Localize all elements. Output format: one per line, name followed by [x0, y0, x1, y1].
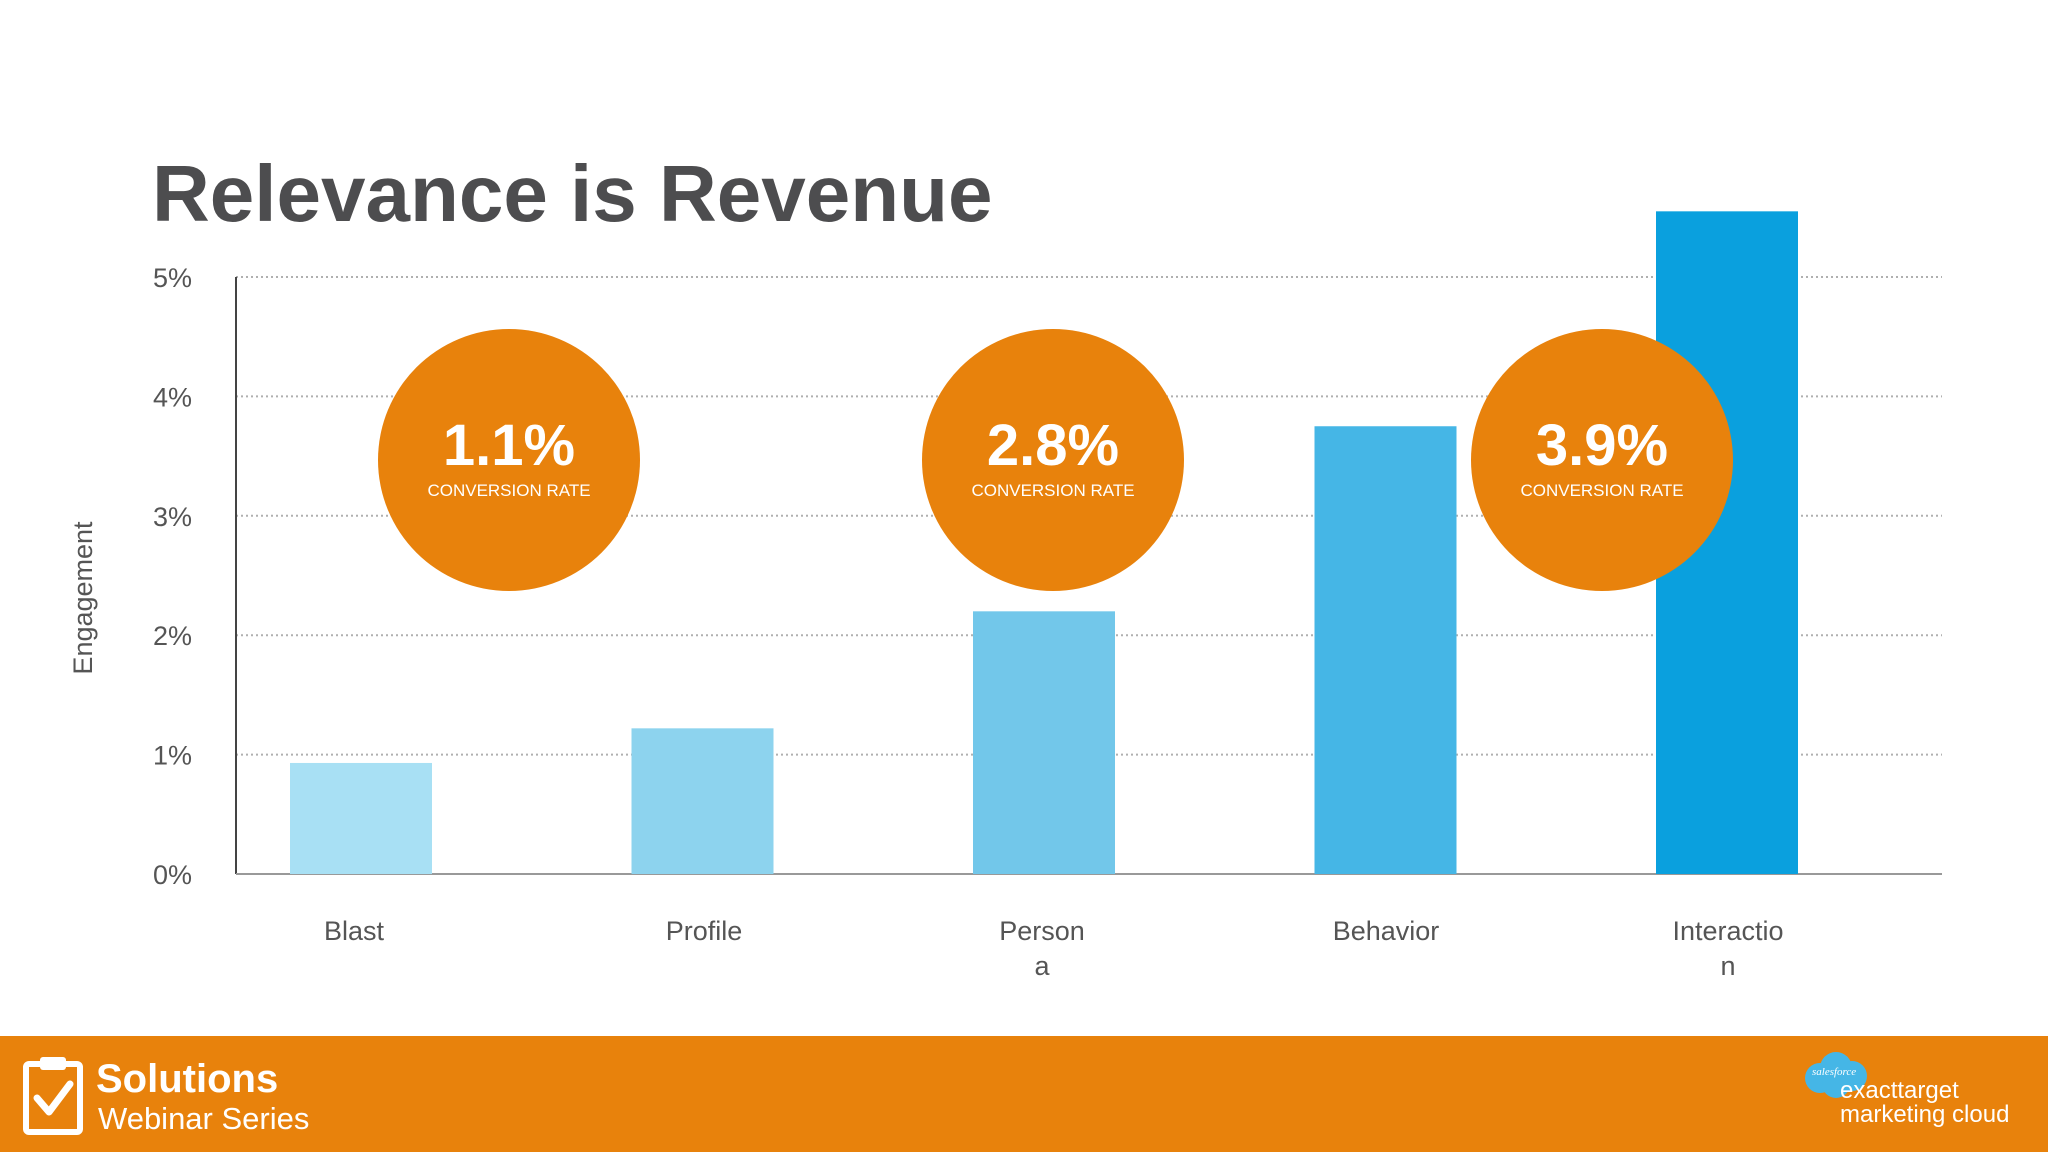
conversion-rate-circle [1471, 329, 1733, 591]
y-axis-label: Engagement [68, 521, 98, 675]
x-tick-label: Person a [999, 916, 1085, 981]
conversion-rate-badge: 3.9% CONVERSION RATE [1471, 329, 1733, 591]
x-tick-label: Behavior [1333, 916, 1440, 946]
conversion-rate-label: CONVERSION RATE [971, 481, 1134, 500]
conversion-rate-label: CONVERSION RATE [427, 481, 590, 500]
x-tick-label: Blast [324, 916, 385, 946]
conversion-rate-circle [922, 329, 1184, 591]
clipboard-check-icon [23, 1057, 83, 1135]
conversion-rate-badge: 2.8% CONVERSION RATE [922, 329, 1184, 591]
footer-series-title: Solutions [96, 1057, 279, 1101]
y-tick-label: 1% [153, 741, 192, 771]
bar-behavior [1314, 426, 1457, 874]
bar-persona [973, 611, 1115, 874]
salesforce-cloud-icon [1805, 1052, 1867, 1098]
y-tick-label: 5% [153, 263, 192, 293]
brand-marketing-cloud-text: marketing cloud [1840, 1101, 2010, 1128]
footer-series-subtitle: Webinar Series [98, 1101, 310, 1136]
y-tick-label: 2% [153, 621, 192, 651]
x-tick-label: Interactio n [1672, 916, 1783, 981]
brand-salesforce-text: salesforce [1812, 1066, 1857, 1078]
bar-blast [290, 762, 432, 874]
bar-profile [631, 728, 774, 874]
conversion-rate-value: 2.8% [987, 413, 1119, 478]
conversion-rate-label: CONVERSION RATE [1520, 481, 1683, 500]
conversion-rate-value: 3.9% [1536, 413, 1668, 478]
footer-bar: Solutions Webinar Series salesforce exac… [0, 1036, 2048, 1152]
conversion-rate-value: 1.1% [443, 413, 575, 478]
y-tick-label: 0% [153, 860, 192, 890]
conversion-rate-badge: 1.1% CONVERSION RATE [378, 329, 640, 591]
y-tick-label: 4% [153, 382, 192, 412]
y-tick-label: 3% [153, 502, 192, 532]
engagement-bar-chart: 0% 1% 2% 3% 4% 5% Engagement Blast Profile Person… [68, 211, 1942, 981]
slide-title: Relevance is Revenue [152, 149, 993, 238]
conversion-rate-circle [378, 329, 640, 591]
x-tick-label: Profile [666, 916, 743, 946]
brand-exacttarget-text: exacttarget [1840, 1077, 1959, 1104]
